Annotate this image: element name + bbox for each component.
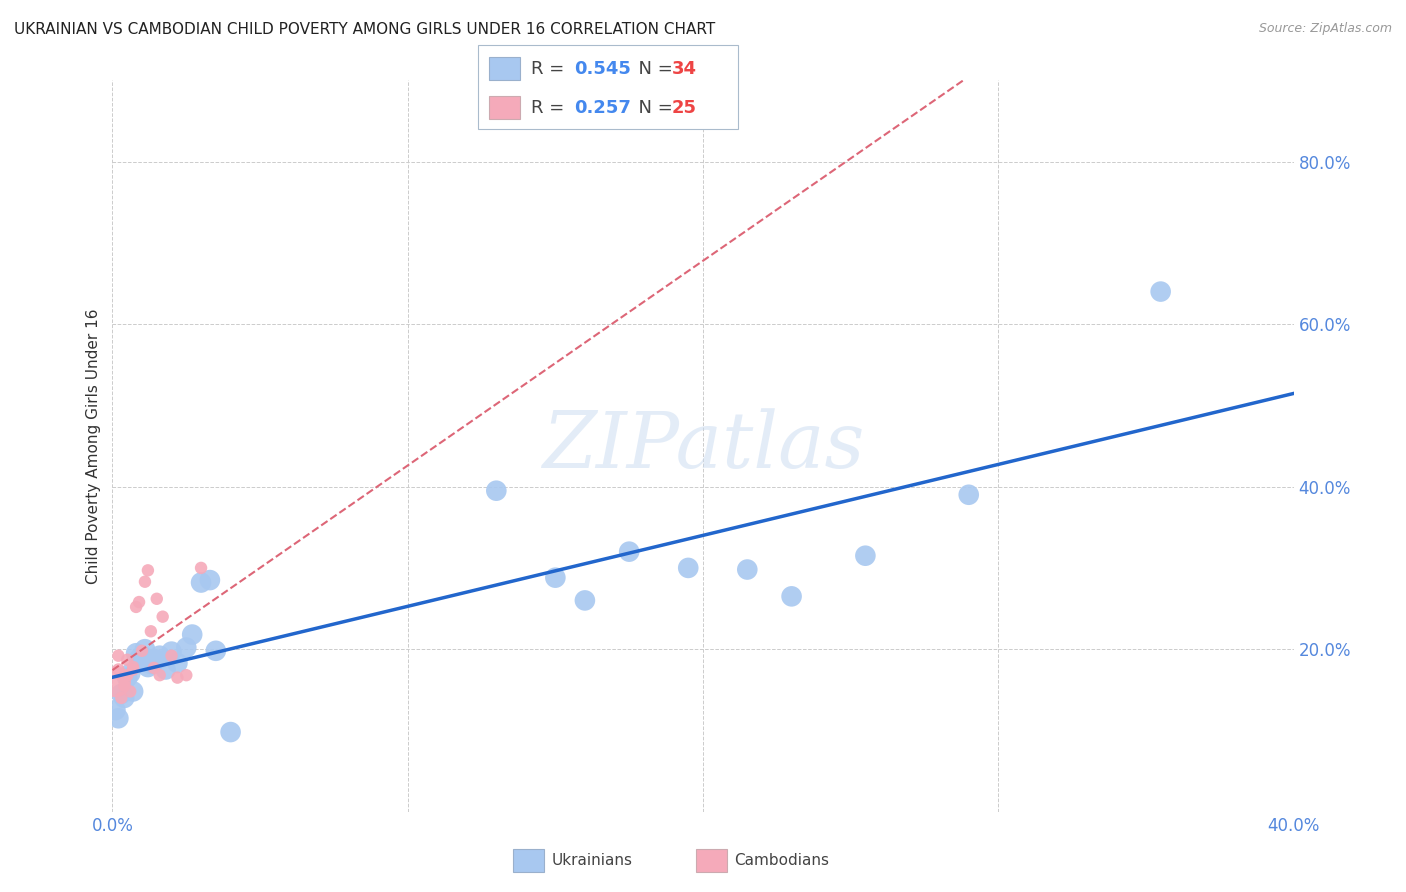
Text: Source: ZipAtlas.com: Source: ZipAtlas.com (1258, 22, 1392, 36)
Y-axis label: Child Poverty Among Girls Under 16: Child Poverty Among Girls Under 16 (86, 309, 101, 583)
Point (146, 653, 169, 667)
Point (957, 488, 980, 502)
Text: R =: R = (531, 60, 571, 78)
Text: ZIPatlas: ZIPatlas (541, 408, 865, 484)
Point (139, 624, 162, 639)
Point (117, 668, 138, 682)
Point (125, 646, 148, 660)
Point (107, 648, 129, 663)
Point (110, 668, 132, 682)
Point (780, 590, 803, 604)
Point (122, 660, 145, 674)
Point (678, 561, 700, 575)
Point (136, 563, 159, 577)
Point (134, 574, 156, 589)
Point (120, 666, 142, 681)
Point (544, 571, 567, 585)
Point (104, 703, 127, 717)
Point (142, 661, 165, 675)
Text: 0.545: 0.545 (574, 60, 630, 78)
Point (131, 648, 153, 663)
Point (117, 653, 138, 667)
Text: UKRAINIAN VS CAMBODIAN CHILD POVERTY AMONG GIRLS UNDER 16 CORRELATION CHART: UKRAINIAN VS CAMBODIAN CHILD POVERTY AMO… (14, 22, 716, 37)
Point (120, 684, 142, 698)
Text: 34: 34 (672, 60, 697, 78)
Point (139, 657, 162, 671)
Point (619, 544, 641, 558)
Text: R =: R = (531, 99, 571, 117)
Point (166, 656, 188, 670)
Point (174, 668, 197, 682)
Point (198, 573, 221, 587)
Point (128, 652, 150, 666)
Point (107, 663, 129, 677)
Point (107, 711, 129, 725)
Point (128, 595, 150, 609)
Text: N =: N = (627, 60, 679, 78)
Point (117, 671, 138, 685)
Point (190, 561, 212, 575)
Point (155, 663, 177, 677)
Point (125, 599, 148, 614)
Point (104, 674, 127, 689)
Point (149, 668, 172, 682)
Point (160, 648, 183, 663)
Point (112, 679, 135, 693)
Point (181, 627, 204, 641)
Point (574, 593, 596, 607)
Point (219, 725, 242, 739)
Point (110, 690, 132, 705)
Point (855, 549, 877, 563)
Point (122, 663, 145, 677)
Point (737, 562, 759, 576)
Point (136, 660, 159, 674)
Point (131, 644, 153, 658)
Point (146, 591, 169, 606)
Text: 0.257: 0.257 (574, 99, 630, 117)
Point (152, 609, 174, 624)
Point (112, 690, 135, 705)
Text: 25: 25 (672, 99, 697, 117)
Text: Ukrainians: Ukrainians (551, 854, 633, 868)
Point (174, 640, 197, 655)
Point (485, 483, 508, 498)
Point (190, 575, 212, 590)
Point (166, 671, 188, 685)
Text: N =: N = (627, 99, 679, 117)
Point (160, 645, 183, 659)
Text: Cambodians: Cambodians (734, 854, 830, 868)
Point (134, 642, 156, 657)
Point (1150, 285, 1173, 299)
Point (205, 644, 228, 658)
Point (110, 687, 132, 701)
Point (149, 648, 172, 663)
Point (122, 684, 145, 698)
